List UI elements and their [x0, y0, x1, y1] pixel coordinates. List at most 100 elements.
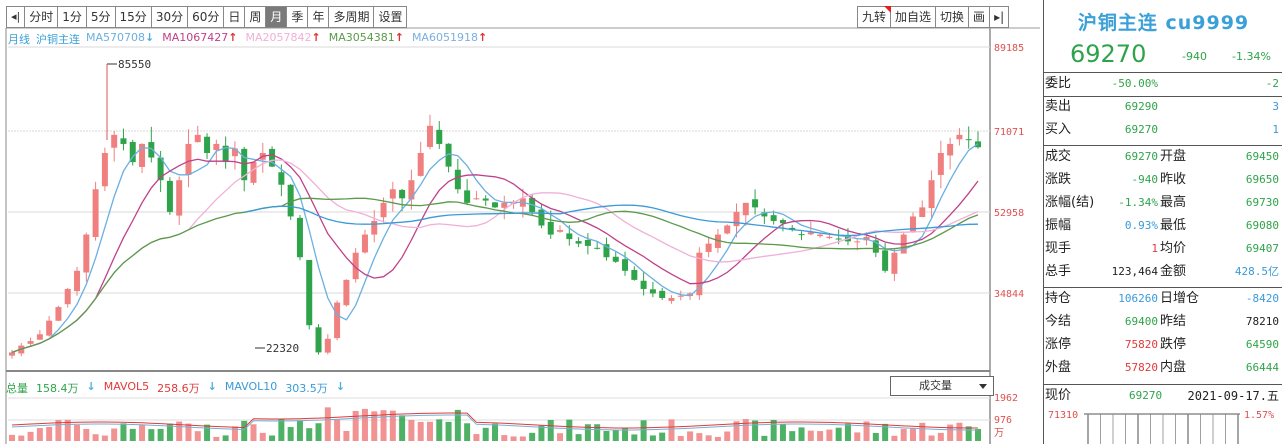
- period-tab[interactable]: 1分: [58, 6, 87, 28]
- candlesticks: [9, 114, 981, 359]
- volume-axis-label: 976: [994, 415, 1012, 426]
- row-value: -50.00%: [1111, 77, 1158, 90]
- row-label: 跌停: [1160, 337, 1187, 352]
- row-label: 开盘: [1160, 149, 1187, 164]
- chart-right-toolbar: 九转 加自选 切换画 ▸|: [857, 6, 1010, 28]
- chart-tool-button[interactable]: 加自选: [891, 6, 937, 28]
- contract-title: 沪铜主连 cu9999: [1077, 12, 1250, 34]
- row-value: 123,464: [1111, 265, 1158, 278]
- trade-date: 2021-09-17.五: [1187, 389, 1279, 403]
- row-value: 1: [1151, 242, 1158, 255]
- period-tab[interactable]: 设置: [374, 6, 408, 28]
- ma-value: 54381: [359, 31, 395, 44]
- divider: [1044, 72, 1282, 73]
- divider: [1044, 384, 1282, 385]
- period-tab[interactable]: 30分: [151, 6, 189, 28]
- ma-value: 51918: [442, 31, 478, 44]
- row-label: 最低: [1160, 218, 1187, 233]
- volume-axis-label: 1962: [994, 393, 1018, 404]
- indicator-select-value: 成交量: [919, 379, 952, 392]
- period-tab[interactable]: 5分: [86, 6, 116, 28]
- collapse-left-icon[interactable]: ◂|: [6, 6, 26, 28]
- low-annotation: 22320: [255, 342, 299, 355]
- row-label: 振幅: [1045, 218, 1072, 233]
- divider: [1044, 145, 1282, 146]
- period-toolbar: ◂| 分时 1分 5分 15分 30分 60分日周月季年多周期 设置: [6, 6, 408, 28]
- quote-row: 委比 -50.00% -2: [1044, 73, 1282, 95]
- row-label: 均价: [1160, 241, 1187, 256]
- svg-text:85550: 85550: [118, 58, 151, 71]
- row-value: 69270: [1124, 123, 1158, 136]
- collapse-right-icon[interactable]: ▸|: [990, 6, 1010, 28]
- divider: [1044, 96, 1282, 97]
- quote-row: 涨停 75820 跌停 64590: [1044, 334, 1282, 356]
- price-axis-label: 71071: [994, 127, 1024, 138]
- row-value: 69407: [1245, 242, 1279, 255]
- period-tab[interactable]: 月: [266, 6, 288, 28]
- ma-label: MA5: [86, 31, 111, 44]
- price-change-pct: -1.34%: [1232, 50, 1271, 63]
- ma-items: MA5 70708 ↓ MA10 67427 ↑ MA20 57842 ↑ MA30 …: [86, 31, 487, 47]
- chart-tool-button[interactable]: 切换: [936, 6, 970, 28]
- ma-line: [244, 204, 979, 237]
- mini-top-pct: 1.57%: [1244, 410, 1274, 421]
- ma-value: 57842: [276, 31, 312, 44]
- period-tab[interactable]: 年: [308, 6, 330, 28]
- row-value: 69080: [1245, 219, 1279, 232]
- row-value: -1.34%: [1118, 196, 1158, 209]
- down-arrow-icon: ↓: [335, 380, 346, 393]
- mini-intraday-chart: 71310 1.57%: [1048, 410, 1274, 444]
- row-value: 57820: [1124, 361, 1158, 374]
- period-tab[interactable]: 分时: [25, 6, 59, 28]
- row-value: 78210: [1245, 315, 1279, 328]
- arrow-up-icon: ↑: [228, 31, 238, 44]
- period-tab[interactable]: 周: [245, 6, 267, 28]
- row-value: -8420: [1245, 292, 1279, 305]
- volume-unit-label: 万: [994, 428, 1004, 439]
- ma-value: 70708: [110, 31, 146, 44]
- ma-label: MA30: [328, 31, 360, 44]
- chart-tool-button[interactable]: 九转: [857, 6, 892, 28]
- period-label: 月线: [8, 33, 30, 46]
- row-volume: -2: [1265, 77, 1279, 90]
- row-value: 69290: [1124, 100, 1158, 113]
- ma-line: [11, 143, 979, 354]
- row-label: 涨跌: [1045, 172, 1072, 187]
- row-value: -940: [1131, 173, 1159, 186]
- ma-line: [11, 154, 979, 354]
- chart-tool-button[interactable]: 画: [969, 6, 991, 28]
- ma-label: MA60: [411, 31, 443, 44]
- row-label: 昨收: [1160, 172, 1187, 187]
- row-value: 69400: [1124, 315, 1158, 328]
- ma-line: [11, 197, 979, 354]
- ma-label: MA20: [245, 31, 277, 44]
- quote-row: 振幅 0.93% 最低 69080: [1044, 215, 1282, 237]
- volume-bars: [9, 407, 981, 441]
- flag-corner-icon: [884, 6, 892, 13]
- row-label: 今结: [1045, 314, 1072, 329]
- quote-row: 涨幅(结) -1.34% 最高 69730: [1044, 192, 1282, 214]
- row-value: 64590: [1245, 338, 1279, 351]
- row-label: 持仓: [1045, 291, 1072, 306]
- price-chart-canvas[interactable]: 89185 71071 52958 34844 1962 976 万 85550 22320: [0, 0, 1040, 444]
- row-label: 内盘: [1160, 360, 1187, 375]
- arrow-up-icon: ↑: [311, 31, 321, 44]
- indicator-select[interactable]: 成交量: [890, 376, 994, 396]
- period-tab[interactable]: 15分: [115, 6, 152, 28]
- price-change: -940: [1182, 50, 1207, 63]
- ma-legend: 月线 沪铜主连 MA5 70708 ↓ MA10 67427 ↑ MA20 5784…: [8, 31, 487, 47]
- period-tab[interactable]: 60分: [188, 6, 225, 28]
- row-value: 69730: [1245, 196, 1279, 209]
- row-label: 买入: [1045, 122, 1072, 137]
- volume-value: 158.4万: [36, 382, 79, 395]
- period-tab[interactable]: 季: [287, 6, 309, 28]
- divider: [1044, 287, 1282, 288]
- row-volume: 1: [1272, 123, 1279, 136]
- ma-legend-item: MA5 70708 ↓: [86, 31, 154, 47]
- ma-legend-item: MA30 54381 ↑: [329, 31, 404, 47]
- ma-value: 67427: [193, 31, 229, 44]
- row-label: 最高: [1160, 195, 1187, 210]
- period-tab[interactable]: 多周期: [329, 6, 375, 28]
- ma-line: [11, 159, 979, 354]
- period-tab[interactable]: 日: [224, 6, 246, 28]
